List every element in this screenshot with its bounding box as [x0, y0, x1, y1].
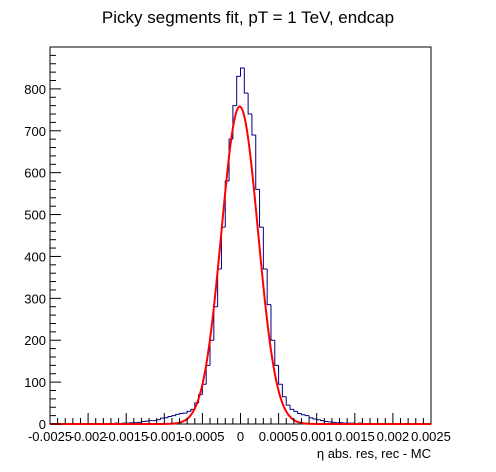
histogram-bin [179, 413, 184, 415]
histogram-bin [285, 396, 291, 406]
histogram-bin [304, 414, 310, 417]
histogram-bin [293, 409, 298, 412]
histogram-bin [262, 227, 268, 270]
y-tick-label: 800 [24, 82, 46, 97]
histogram-bin [278, 365, 283, 385]
x-axis-label: η abs. res, rec - MC [317, 446, 431, 461]
y-tick-label: 200 [24, 333, 46, 348]
histogram-bin [251, 114, 256, 136]
histogram-bin [140, 420, 146, 423]
histogram-bin [274, 340, 279, 366]
histogram-bin [259, 189, 264, 228]
chart-title: Picky segments fit, pT = 1 TeV, endcap [102, 8, 394, 27]
x-axis: -0.0025-0.002-0.0015-0.001-0.0005 0 0.0005… [28, 413, 451, 444]
histogram-bin [213, 306, 218, 341]
y-tick-label: 400 [24, 249, 46, 264]
x-tick-label: 0.0015 [335, 429, 375, 444]
histogram-bin [289, 405, 294, 410]
histogram-bin [312, 417, 317, 420]
x-tick-label: 0.002 [377, 429, 410, 444]
x-tick-label: 0.0005 [259, 429, 299, 444]
y-tick-label: 500 [24, 208, 46, 223]
y-tick-label: 600 [24, 166, 46, 181]
histogram-bin [270, 304, 275, 341]
fit-curve [50, 105, 431, 425]
y-tick-label: 0 [39, 417, 46, 432]
histogram-bin [266, 269, 271, 306]
histogram-bin [224, 180, 230, 228]
histogram-bin [171, 415, 176, 417]
y-axis: 0 100 200 300 400 500 600 700 800 [24, 54, 61, 432]
histogram-bin [281, 384, 287, 398]
histogram-bin [247, 93, 252, 115]
histogram-bin [297, 411, 302, 415]
x-tick-label: 0 [237, 429, 244, 444]
histogram-bin [316, 418, 321, 421]
y-tick-label: 700 [24, 124, 46, 139]
plot-frame [49, 46, 432, 425]
x-tick-label: 0.001 [300, 429, 333, 444]
x-tick-label: -0.0025 [28, 429, 72, 444]
histogram-bin [236, 75, 241, 106]
histogram-bin [300, 413, 306, 416]
x-tick-label: 0.0025 [411, 429, 451, 444]
histogram-series [50, 67, 431, 425]
histogram-bin [175, 413, 180, 416]
histogram-bin [308, 415, 313, 419]
histogram-bin [159, 417, 165, 420]
histogram-bin [205, 364, 211, 385]
histogram-bin [320, 419, 325, 422]
histogram-bin [240, 67, 245, 77]
histogram-bin [186, 410, 191, 414]
y-tick-label: 100 [24, 375, 46, 390]
histogram-bin [156, 419, 161, 421]
histogram-bin [323, 420, 329, 422]
x-tick-label: -0.0015 [104, 429, 148, 444]
histogram-bin [209, 339, 214, 366]
histogram-bin [255, 134, 260, 190]
x-tick-label: -0.001 [146, 429, 183, 444]
histogram-bin [167, 415, 172, 418]
histogram-bin [243, 67, 249, 94]
y-tick-label: 300 [24, 291, 46, 306]
gaussian-fit-series [50, 105, 431, 425]
x-tick-label: -0.002 [70, 429, 107, 444]
x-tick-label: -0.0005 [180, 429, 224, 444]
